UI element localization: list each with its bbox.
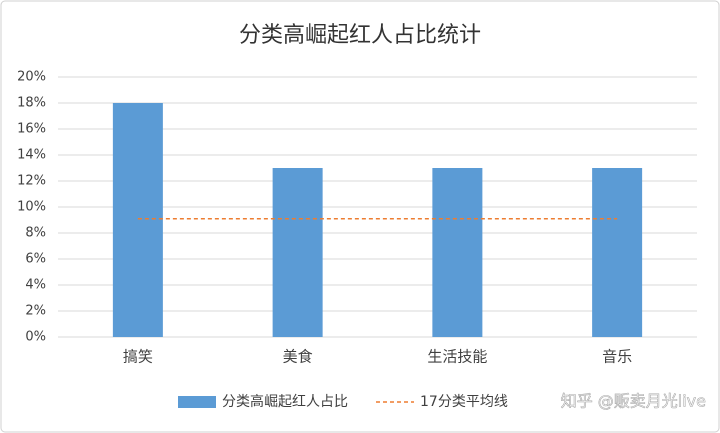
x-tick-label: 搞笑 [123,348,153,366]
legend-swatch [178,396,216,408]
y-tick-label: 12% [17,174,46,189]
x-tick-label: 生活技能 [427,348,487,366]
y-tick-label: 6% [25,252,46,267]
x-tick-label: 美食 [283,348,313,366]
legend-label: 分类高崛起红人占比 [222,393,348,410]
bar [432,168,483,337]
y-tick-label: 8% [25,226,46,241]
legend-label: 17分类平均线 [420,394,508,410]
bar [592,168,643,337]
y-tick-label: 4% [25,278,46,293]
y-tick-label: 0% [25,330,46,345]
bar [272,168,323,337]
y-tick-label: 16% [17,122,46,137]
y-tick-label: 18% [17,96,46,111]
x-tick-label: 音乐 [602,348,632,366]
chart-title: 分类高崛起红人占比统计 [239,23,481,48]
watermark: 知乎 @贩卖月光live [561,392,706,411]
y-tick-label: 2% [25,304,46,319]
y-tick-label: 20% [17,70,46,85]
y-tick-label: 10% [17,200,46,215]
bar [112,103,163,337]
y-tick-label: 14% [17,148,46,163]
